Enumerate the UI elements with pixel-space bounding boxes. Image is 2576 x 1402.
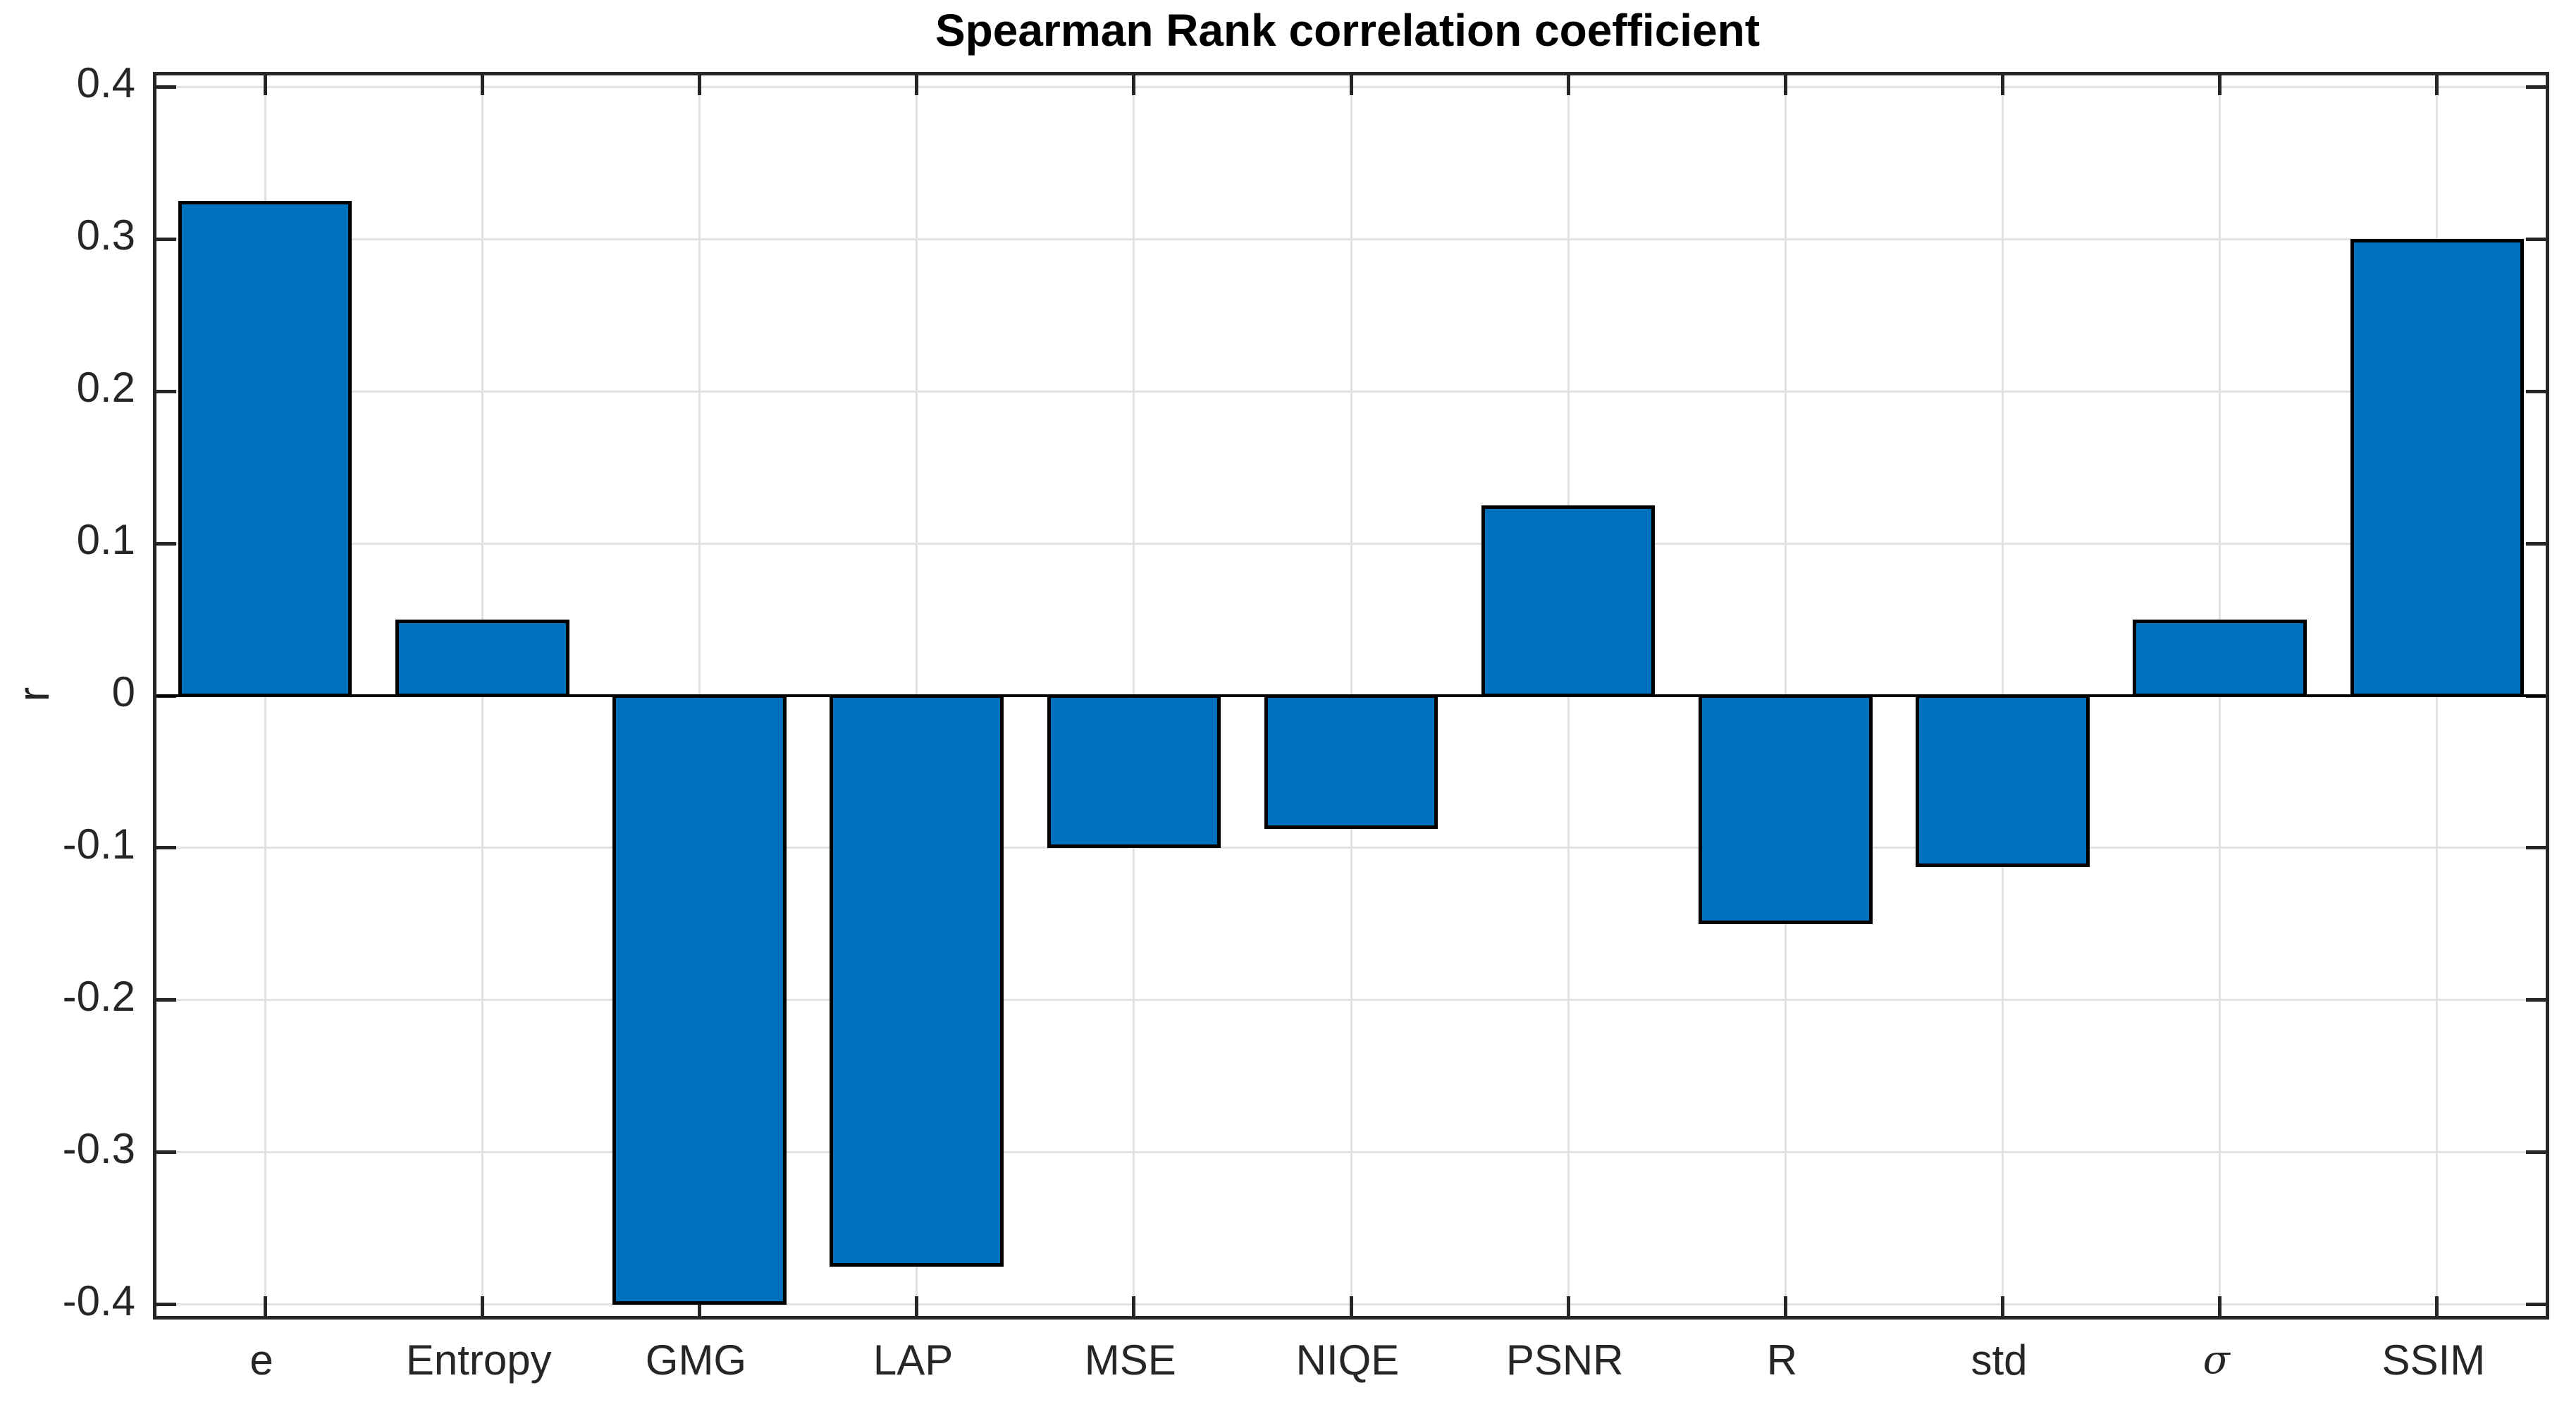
- y-tick-label-0.1: 0.1: [76, 516, 135, 564]
- y-tick-left--0.1: [156, 846, 176, 850]
- x-tick-top-GMG: [697, 75, 701, 95]
- bar-GMG: [612, 694, 787, 1305]
- bar-Entropy: [395, 620, 569, 697]
- x-tick-bottom-e: [263, 1296, 267, 1316]
- plot-area: [153, 72, 2549, 1320]
- y-tick-left-0.1: [156, 541, 176, 546]
- x-tick-top-NIQE: [1349, 75, 1353, 95]
- y-tick-right--0.4: [2526, 1303, 2546, 1307]
- bar-LAP: [830, 694, 1004, 1267]
- y-tick-left--0.4: [156, 1303, 176, 1307]
- x-tick-bottom-MSE: [1132, 1296, 1136, 1316]
- x-tick-bottom-std: [2001, 1296, 2005, 1316]
- x-tick-label-LAP: LAP: [873, 1336, 954, 1384]
- x-tick-bottom-NIQE: [1349, 1296, 1353, 1316]
- bar-NIQE: [1264, 694, 1438, 829]
- x-tick-label-e: e: [249, 1336, 273, 1384]
- x-tick-bottom-LAP: [915, 1296, 919, 1316]
- x-tick-bottom-Entropy: [480, 1296, 484, 1316]
- y-tick-label-0.3: 0.3: [76, 211, 135, 259]
- y-tick-right--0.1: [2526, 846, 2546, 850]
- y-tick-left--0.2: [156, 998, 176, 1002]
- x-tick-top-σ: [2218, 75, 2222, 95]
- y-tick-left-0.2: [156, 389, 176, 393]
- y-tick-right-0.3: [2526, 237, 2546, 241]
- x-tick-label-SSIM: SSIM: [2381, 1336, 2486, 1384]
- x-tick-label-R: R: [1766, 1336, 1798, 1384]
- y-tick-right--0.3: [2526, 1150, 2546, 1155]
- y-tick-left-0.3: [156, 237, 176, 241]
- x-tick-top-e: [263, 75, 267, 95]
- y-tick-right-0.2: [2526, 389, 2546, 393]
- x-tick-bottom-PSNR: [1566, 1296, 1570, 1316]
- bar-std: [1916, 694, 2090, 867]
- x-tick-bottom-σ: [2218, 1296, 2222, 1316]
- y-tick-right-0.1: [2526, 541, 2546, 546]
- x-tick-label-PSNR: PSNR: [1505, 1336, 1624, 1384]
- bar-e: [178, 201, 352, 697]
- y-tick-label--0.3: -0.3: [62, 1124, 135, 1172]
- x-tick-label-σ: σ: [2202, 1337, 2230, 1383]
- y-tick-label--0.4: -0.4: [62, 1277, 135, 1324]
- x-tick-label-std: std: [1971, 1336, 2028, 1384]
- x-tick-top-Entropy: [480, 75, 484, 95]
- x-tick-label-Entropy: Entropy: [405, 1336, 552, 1384]
- chart-title: Spearman Rank correlation coefficient: [935, 5, 1761, 56]
- y-tick-left--0.3: [156, 1150, 176, 1155]
- bar-R: [1699, 694, 1873, 924]
- x-tick-top-R: [1783, 75, 1787, 95]
- y-tick-label--0.1: -0.1: [62, 820, 135, 868]
- x-tick-top-SSIM: [2435, 75, 2439, 95]
- x-tick-bottom-SSIM: [2435, 1296, 2439, 1316]
- y-tick-right--0.2: [2526, 998, 2546, 1002]
- x-tick-label-NIQE: NIQE: [1295, 1336, 1400, 1384]
- x-tick-top-MSE: [1132, 75, 1136, 95]
- x-tick-label-MSE: MSE: [1084, 1336, 1176, 1384]
- x-tick-bottom-GMG: [697, 1296, 701, 1316]
- x-tick-top-PSNR: [1566, 75, 1570, 95]
- x-tick-top-std: [2001, 75, 2005, 95]
- bar-SSIM: [2350, 239, 2525, 697]
- bar-PSNR: [1481, 505, 1656, 697]
- bar-σ: [2133, 620, 2307, 697]
- y-tick-right-0.4: [2526, 85, 2546, 89]
- y-tick-label-0.4: 0.4: [76, 59, 135, 107]
- bar-MSE: [1047, 694, 1221, 848]
- y-tick-label-0.2: 0.2: [76, 364, 135, 412]
- y-tick-label--0.2: -0.2: [62, 972, 135, 1020]
- y-tick-left-0.4: [156, 85, 176, 89]
- x-tick-top-LAP: [915, 75, 919, 95]
- x-tick-label-GMG: GMG: [645, 1336, 747, 1384]
- y-tick-label-0: 0: [111, 668, 135, 715]
- x-tick-bottom-R: [1783, 1296, 1787, 1316]
